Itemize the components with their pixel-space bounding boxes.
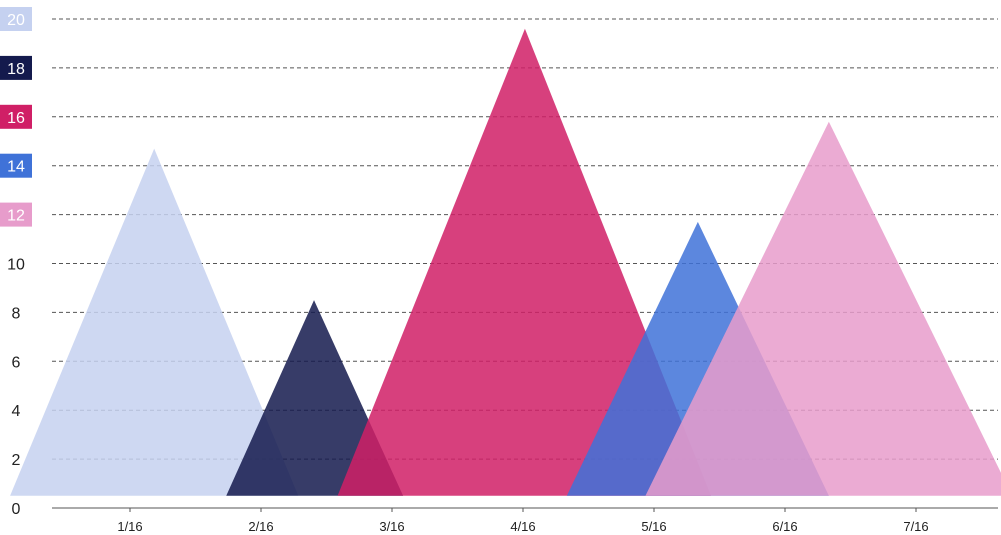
- y-tick: 16: [0, 104, 32, 129]
- y-tick: 8: [12, 305, 21, 322]
- peak-triangle-3: [337, 28, 711, 496]
- y-tick: 20: [0, 7, 32, 31]
- y-tick-label: 10: [7, 257, 25, 274]
- peak-triangle-5: [645, 121, 1001, 496]
- y-tick-badge: [0, 153, 32, 178]
- y-tick-badge: [0, 55, 32, 80]
- y-tick: 10: [7, 257, 25, 274]
- y-tick: 6: [12, 354, 21, 371]
- x-tick-label: 4/16: [510, 519, 535, 534]
- y-tick-label: 6: [12, 354, 21, 371]
- x-tick-label: 7/16: [903, 519, 928, 534]
- y-tick: 4: [12, 403, 21, 420]
- y-tick-label: 16: [7, 110, 25, 127]
- y-tick: 14: [0, 153, 32, 178]
- x-tick-label: 6/16: [772, 519, 797, 534]
- peak-triangle-1: [10, 148, 299, 496]
- y-tick-badge: [0, 202, 32, 227]
- y-tick: 2: [12, 452, 21, 469]
- y-tick-label: 18: [7, 61, 25, 78]
- y-tick-label: 8: [12, 305, 21, 322]
- y-tick: 12: [0, 202, 32, 227]
- x-tick-label: 5/16: [641, 519, 666, 534]
- y-tick: 18: [0, 55, 32, 80]
- y-tick-label: 0: [12, 501, 21, 518]
- y-tick: 0: [12, 501, 21, 518]
- peak-series: [10, 28, 1001, 496]
- y-tick-label: 14: [7, 159, 25, 176]
- x-axis: 1/16 2/16 3/16 4/16 5/16 6/16 7/16: [117, 508, 929, 534]
- y-tick-label: 4: [12, 403, 21, 420]
- y-tick-badge: [0, 7, 32, 31]
- y-tick-label: 2: [12, 452, 21, 469]
- x-tick-label: 3/16: [379, 519, 404, 534]
- x-tick-label: 1/16: [117, 519, 142, 534]
- x-tick-label: 2/16: [248, 519, 273, 534]
- y-tick-label: 20: [7, 12, 25, 29]
- y-tick-label: 12: [7, 208, 25, 225]
- y-tick-badge: [0, 104, 32, 129]
